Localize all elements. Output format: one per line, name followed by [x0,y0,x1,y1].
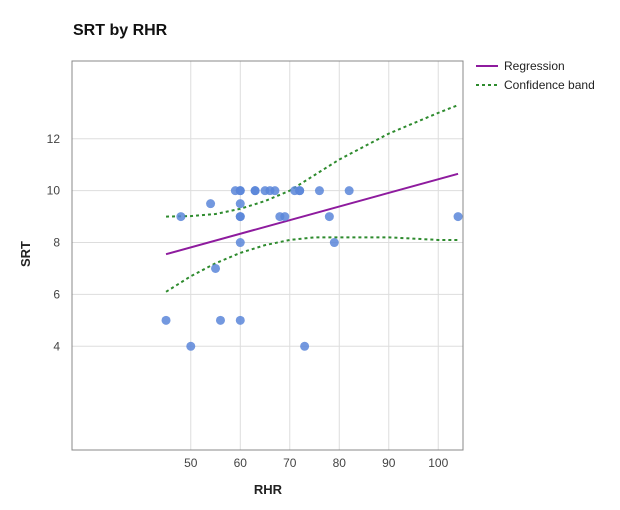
x-axis-title: RHR [254,482,283,497]
plot-frame [71,60,464,451]
x-tick-label: 70 [283,456,297,470]
confidence-band-upper [166,104,459,218]
y-tick-label: 8 [53,236,60,250]
x-tick-label: 90 [382,456,396,470]
data-point [280,212,290,222]
data-point [235,238,245,248]
plot-background [72,61,463,450]
data-point [344,186,354,196]
data-point [453,212,463,222]
x-axis-ticks: 50 60 70 80 90 100 [184,456,448,470]
y-tick-label: 10 [47,184,61,198]
data-point [215,315,225,325]
data-point [176,212,186,222]
x-tick-label: 80 [333,456,347,470]
data-point [235,212,245,222]
data-point [329,238,339,248]
regression-line [165,172,459,256]
data-point [250,186,260,196]
y-tick-label: 12 [47,132,61,146]
y-axis-title: SRT [18,241,33,267]
y-tick-label: 4 [53,339,60,353]
legend-regression-label: Regression [504,59,565,73]
confidence-band-lower [165,236,459,293]
data-point [300,341,310,351]
y-tick-label: 6 [53,287,60,301]
x-tick-label: 60 [234,456,248,470]
data-point [211,263,221,273]
data-point [186,341,196,351]
data-point [324,212,334,222]
x-tick-label: 100 [428,456,448,470]
legend-confidence-label: Confidence band [504,78,595,92]
data-point [161,315,171,325]
x-tick-label: 50 [184,456,198,470]
data-point [206,199,216,209]
data-point [295,186,305,196]
data-point [235,186,245,196]
data-point [314,186,324,196]
y-axis-ticks: 4 6 8 10 12 [47,132,61,353]
chart-title: SRT by RHR [73,22,168,39]
data-point [235,315,245,325]
confidence-band [165,104,459,293]
data-point [235,199,245,209]
legend: Regression Confidence band [476,59,595,92]
data-point [270,186,280,196]
data-points [161,186,463,351]
regression-line-segment [165,172,459,256]
